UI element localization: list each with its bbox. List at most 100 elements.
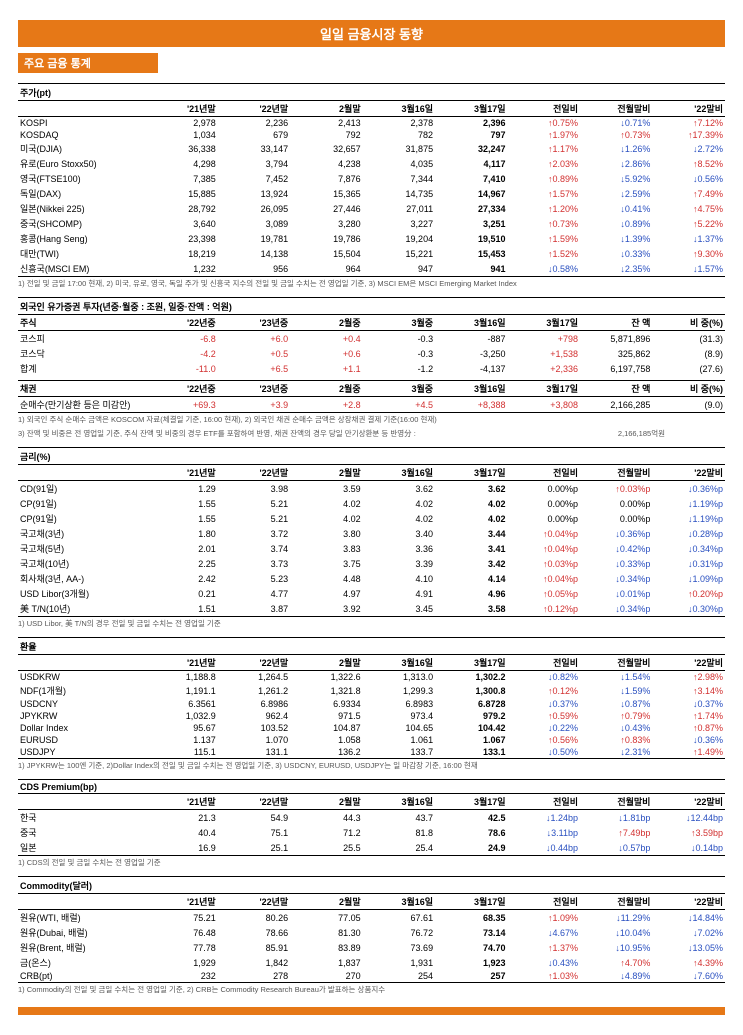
cell: 3.62 [435,481,507,497]
delta-cell: ↑0.04%p [508,526,580,541]
cell: 254 [363,970,435,982]
cell: +798 [508,331,580,347]
cell: 25.5 [290,840,362,855]
cell: 27,334 [435,201,507,216]
cell: 43.7 [363,810,435,826]
delta-cell: ↓0.57bp [580,840,652,855]
delta-cell: ↓0.56% [652,171,725,186]
section-stock-head: 주가(pt) [18,83,725,101]
cell: 85.91 [218,940,290,955]
col-header: 비 중(%) [652,315,725,331]
cell: 104.42 [435,722,507,734]
col-header [18,794,145,810]
cell: 19,204 [363,231,435,246]
delta-cell: ↓0.33%p [580,556,652,571]
cell: 2,378 [363,117,435,130]
col-header: '22년말 [218,794,290,810]
delta-cell: ↓1.54% [580,671,652,684]
cell: 7,344 [363,171,435,186]
delta-cell: ↓2.86% [580,156,652,171]
row-label: CRB(pt) [18,970,145,982]
table-row: USD Libor(3개월)0.214.774.974.914.96↑0.05%… [18,586,725,601]
col-header [18,101,145,117]
cell: 325,862 [580,346,652,361]
cell: 3.59 [290,481,362,497]
cell: 3,794 [218,156,290,171]
col-header: '21년말 [145,101,217,117]
cell: -11.0 [145,361,217,376]
cell: 797 [435,129,507,141]
col-header: '21년말 [145,465,217,481]
delta-cell: ↓0.30%p [652,601,725,616]
cell: +2,336 [508,361,580,376]
cell: 3.36 [363,541,435,556]
cell: +8,388 [435,397,507,413]
cell: 1,188.8 [145,671,217,684]
delta-cell: 0.00%p [508,511,580,526]
cell: 278 [218,970,290,982]
delta-cell: ↓0.01%p [580,586,652,601]
col-header: 3월17일 [508,381,580,397]
cell: 1,032.9 [145,710,217,722]
delta-cell: ↑2.98% [652,671,725,684]
cell: 3.44 [435,526,507,541]
table-row: CRB(pt)232278270254257↑1.03%↓4.89%↓7.60% [18,970,725,982]
cell: 3,251 [435,216,507,231]
table-row: 국고채(5년)2.013.743.833.363.41↑0.04%p↓0.42%… [18,541,725,556]
cell: 5.23 [218,571,290,586]
table-row: 국고채(3년)1.803.723.803.403.44↑0.04%p↓0.36%… [18,526,725,541]
col-header: 2월말 [290,101,362,117]
cell: 4.02 [435,496,507,511]
cell: 6.8986 [218,698,290,710]
col-header: '22년말 [218,894,290,910]
col-header: 3월16일 [363,465,435,481]
delta-cell: ↓0.36%p [580,526,652,541]
rates-table: '21년말'22년말2월말3월16일3월17일전일비전월말비'22말비 CD(9… [18,465,725,616]
cell: 270 [290,970,362,982]
cell: 19,781 [218,231,290,246]
delta-cell: ↓0.22% [508,722,580,734]
col-header: '22년말 [218,655,290,671]
delta-cell: ↑0.83% [580,734,652,746]
cell: 1,300.8 [435,683,507,698]
cell: 3.83 [290,541,362,556]
cell: 24.9 [435,840,507,855]
table-row: 원유(Brent, 배럴)77.7885.9183.8973.6974.70↑1… [18,940,725,955]
cell: +6.0 [218,331,290,347]
row-label: 신흥국(MSCI EM) [18,261,145,276]
cell: 40.4 [145,825,217,840]
bottom-bar [18,1007,725,1015]
cell: 1,929 [145,955,217,970]
table-row: 일본(Nikkei 225)28,79226,09527,44627,01127… [18,201,725,216]
cell: 1,302.2 [435,671,507,684]
delta-cell: ↓2.31% [580,746,652,758]
cds-table: '21년말'22년말2월말3월16일3월17일전일비전월말비'22말비 한국21… [18,794,725,855]
delta-cell: ↑0.87% [652,722,725,734]
cell: 1,322.6 [290,671,362,684]
table-row: 일본16.925.125.525.424.9↓0.44bp↓0.57bp↓0.1… [18,840,725,855]
delta-cell: ↓2.59% [580,186,652,201]
cell: 28,792 [145,201,217,216]
col-header: 전월말비 [580,894,652,910]
table-row: 국고채(10년)2.253.733.753.393.42↑0.03%p↓0.33… [18,556,725,571]
col-header: 전월말비 [580,465,652,481]
row-label: 합계 [18,361,145,376]
cell: 3.74 [218,541,290,556]
col-header: '22말비 [652,101,725,117]
delta-cell: ↓12.44bp [652,810,725,826]
col-header: 3월17일 [435,465,507,481]
delta-cell: ↓0.82% [508,671,580,684]
delta-cell: ↑5.22% [652,216,725,231]
table-row: 원유(Dubai, 배럴)76.4878.6681.3076.7273.14↓4… [18,925,725,940]
delta-cell: ↑0.59% [508,710,580,722]
cell: 1,232 [145,261,217,276]
delta-cell: ↓0.44bp [508,840,580,855]
cell: 3.72 [218,526,290,541]
cell: 1.29 [145,481,217,497]
cell: 81.8 [363,825,435,840]
section-fx-head: 환율 [18,637,725,655]
col-header: 전월말비 [580,101,652,117]
delta-cell: ↓1.57% [652,261,725,276]
cell: 73.69 [363,940,435,955]
cell: 4,117 [435,156,507,171]
